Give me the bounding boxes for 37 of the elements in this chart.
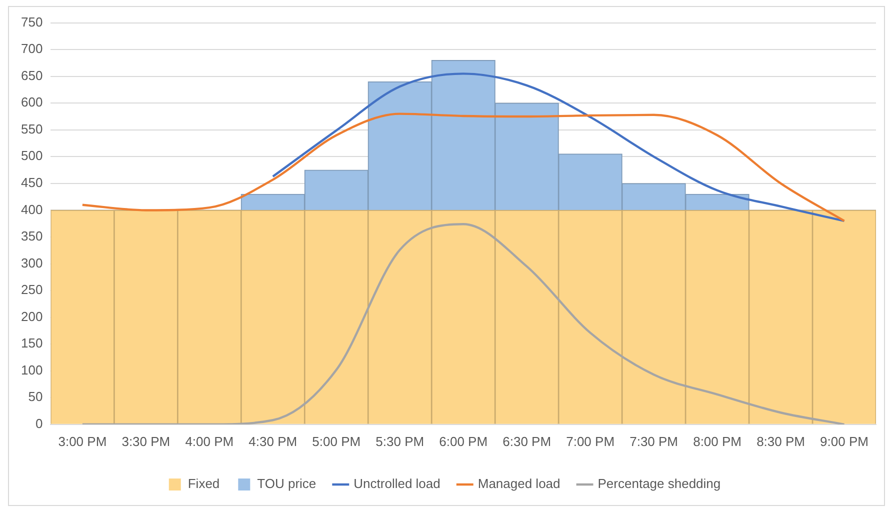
- y-tick-label: 250: [20, 282, 43, 298]
- x-tick-label: 5:30 PM: [376, 434, 424, 449]
- y-tick-label: 150: [20, 336, 43, 351]
- x-tick-label: 3:30 PM: [122, 434, 170, 449]
- x-tick-label: 5:00 PM: [312, 434, 361, 449]
- x-tick-label: 8:00 PM: [693, 434, 742, 449]
- x-tick-label: 4:00 PM: [185, 434, 234, 449]
- x-tick-label: 8:30 PM: [756, 434, 805, 449]
- y-tick-label: 350: [20, 228, 43, 244]
- y-tick-label: 650: [20, 68, 43, 83]
- y-tick-label: 200: [20, 308, 43, 324]
- line-series: [81, 223, 846, 424]
- y-tick-label: 700: [20, 41, 43, 56]
- line-series: [81, 112, 846, 222]
- y-tick-label: 300: [20, 255, 43, 270]
- legend-label: Unctrolled load: [354, 476, 440, 492]
- y-tick-label: 100: [20, 362, 43, 378]
- y-tick-label: 550: [20, 121, 43, 136]
- x-tick-label: 4:30 PM: [248, 434, 298, 449]
- legend-label: TOU price: [257, 476, 316, 492]
- x-tick-label: 6:00 PM: [439, 434, 488, 449]
- x-tick-label: 6:30 PM: [502, 434, 552, 449]
- y-tick-label: 750: [20, 14, 43, 30]
- legend-label: Managed load: [478, 476, 560, 492]
- y-tick-label: 50: [28, 389, 43, 404]
- y-tick-label: 600: [20, 94, 43, 110]
- x-tick-label: 7:30 PM: [630, 434, 678, 449]
- x-tick-label: 7:00 PM: [566, 434, 615, 449]
- x-tick-label: 3:00 PM: [58, 434, 107, 449]
- y-tick-label: 450: [20, 175, 43, 190]
- legend-label: Percentage shedding: [598, 476, 721, 492]
- y-tick-label: 0: [35, 416, 43, 431]
- y-tick-label: 400: [20, 202, 43, 217]
- x-tick-label: 9:00 PM: [820, 434, 868, 449]
- y-tick-label: 500: [20, 148, 43, 164]
- legend-label: Fixed: [188, 476, 220, 492]
- line-series: [272, 72, 846, 222]
